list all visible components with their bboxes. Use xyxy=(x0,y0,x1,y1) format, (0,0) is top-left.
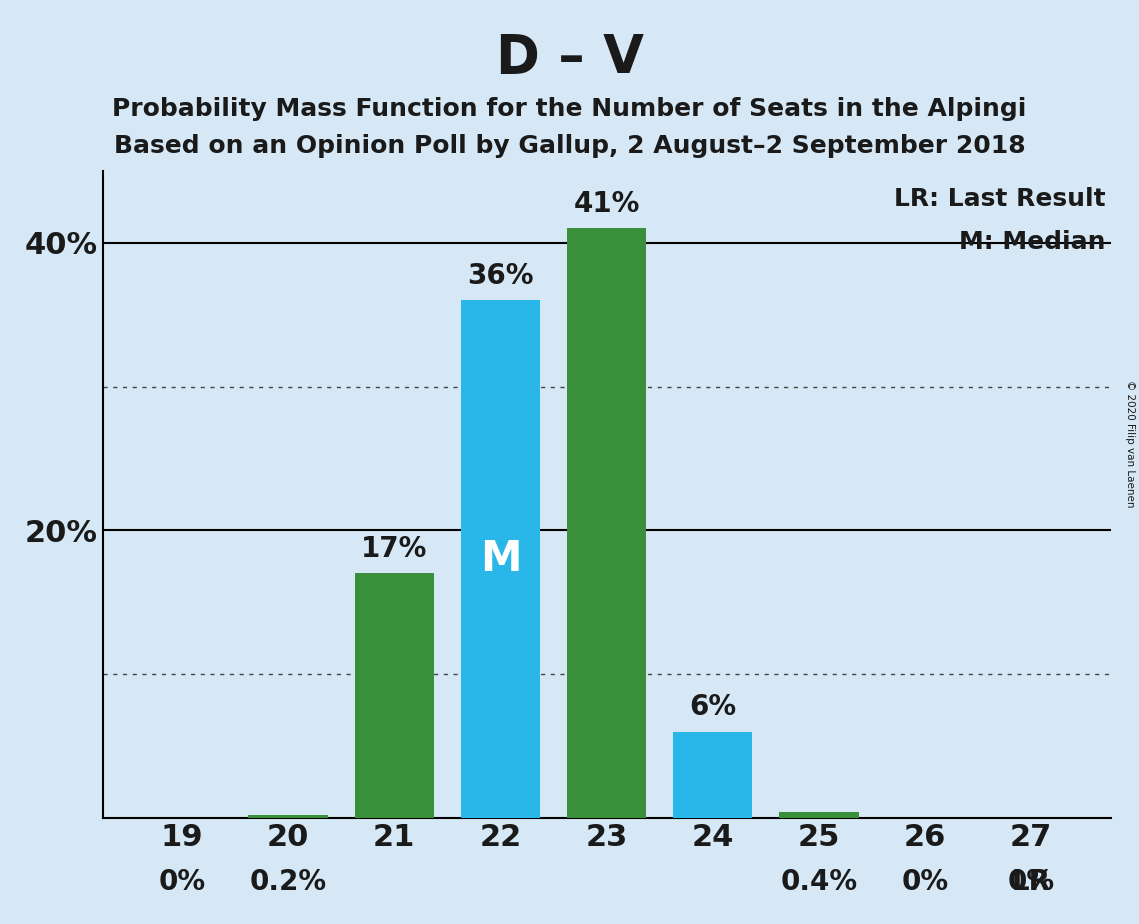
Text: 36%: 36% xyxy=(467,262,534,290)
Text: M: M xyxy=(480,538,522,580)
Bar xyxy=(779,812,859,818)
Text: Probability Mass Function for the Number of Seats in the Alpingi: Probability Mass Function for the Number… xyxy=(113,97,1026,121)
Bar xyxy=(248,815,328,818)
Text: LR: LR xyxy=(1011,868,1050,896)
Text: 0%: 0% xyxy=(1007,868,1055,896)
Text: 41%: 41% xyxy=(573,190,640,218)
Text: 0.4%: 0.4% xyxy=(780,868,858,896)
Text: D – V: D – V xyxy=(495,32,644,84)
Text: M: Median: M: Median xyxy=(959,230,1106,254)
Text: 0%: 0% xyxy=(901,868,949,896)
Text: 17%: 17% xyxy=(361,535,427,564)
Bar xyxy=(567,228,646,818)
Bar xyxy=(460,300,540,818)
Text: 0%: 0% xyxy=(158,868,206,896)
Text: © 2020 Filip van Laenen: © 2020 Filip van Laenen xyxy=(1125,380,1134,507)
Text: LR: Last Result: LR: Last Result xyxy=(894,187,1106,211)
Bar xyxy=(354,574,434,818)
Text: 6%: 6% xyxy=(689,693,736,722)
Text: Based on an Opinion Poll by Gallup, 2 August–2 September 2018: Based on an Opinion Poll by Gallup, 2 Au… xyxy=(114,134,1025,158)
Bar xyxy=(673,732,753,818)
Text: 0.2%: 0.2% xyxy=(249,868,327,896)
